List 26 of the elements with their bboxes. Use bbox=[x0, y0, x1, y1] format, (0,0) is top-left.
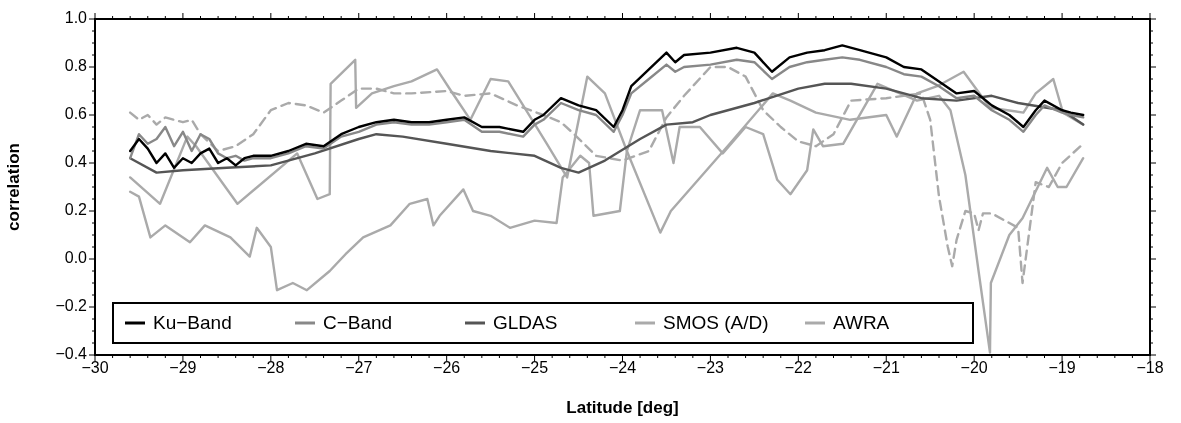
x-tick-label: −27 bbox=[345, 359, 373, 377]
y-tick-label: 0.2 bbox=[64, 201, 88, 219]
legend-label: SMOS (A/D) bbox=[663, 312, 769, 334]
x-tick-label: −20 bbox=[960, 359, 988, 377]
y-tick-label: 0.6 bbox=[64, 105, 88, 123]
x-tick-label: −29 bbox=[169, 359, 197, 377]
y-axis-title: correlation bbox=[3, 143, 23, 231]
x-tick-label: −22 bbox=[784, 359, 813, 377]
y-tick-label: 0.8 bbox=[64, 57, 88, 75]
y-tick-label: −0.2 bbox=[55, 297, 88, 315]
x-tick-label: −24 bbox=[608, 359, 637, 377]
legend-label: GLDAS bbox=[493, 312, 558, 334]
x-tick-label: −28 bbox=[257, 359, 285, 377]
x-tick-label: −19 bbox=[1048, 359, 1076, 377]
x-tick-label: −26 bbox=[433, 359, 461, 377]
x-tick-label: −25 bbox=[521, 359, 549, 377]
x-tick-label: −21 bbox=[872, 359, 900, 377]
legend-label: AWRA bbox=[833, 312, 890, 334]
x-axis-title: Latitude [deg] bbox=[566, 398, 679, 418]
y-tick-label: 0.0 bbox=[64, 249, 88, 267]
x-tick-label: −23 bbox=[696, 359, 725, 377]
y-tick-label: 0.4 bbox=[64, 153, 88, 171]
legend-label: C−Band bbox=[323, 312, 393, 334]
y-tick-label: 1.0 bbox=[64, 9, 88, 27]
legend-label: Ku−Band bbox=[153, 312, 232, 334]
x-tick-label: −18 bbox=[1136, 359, 1164, 377]
